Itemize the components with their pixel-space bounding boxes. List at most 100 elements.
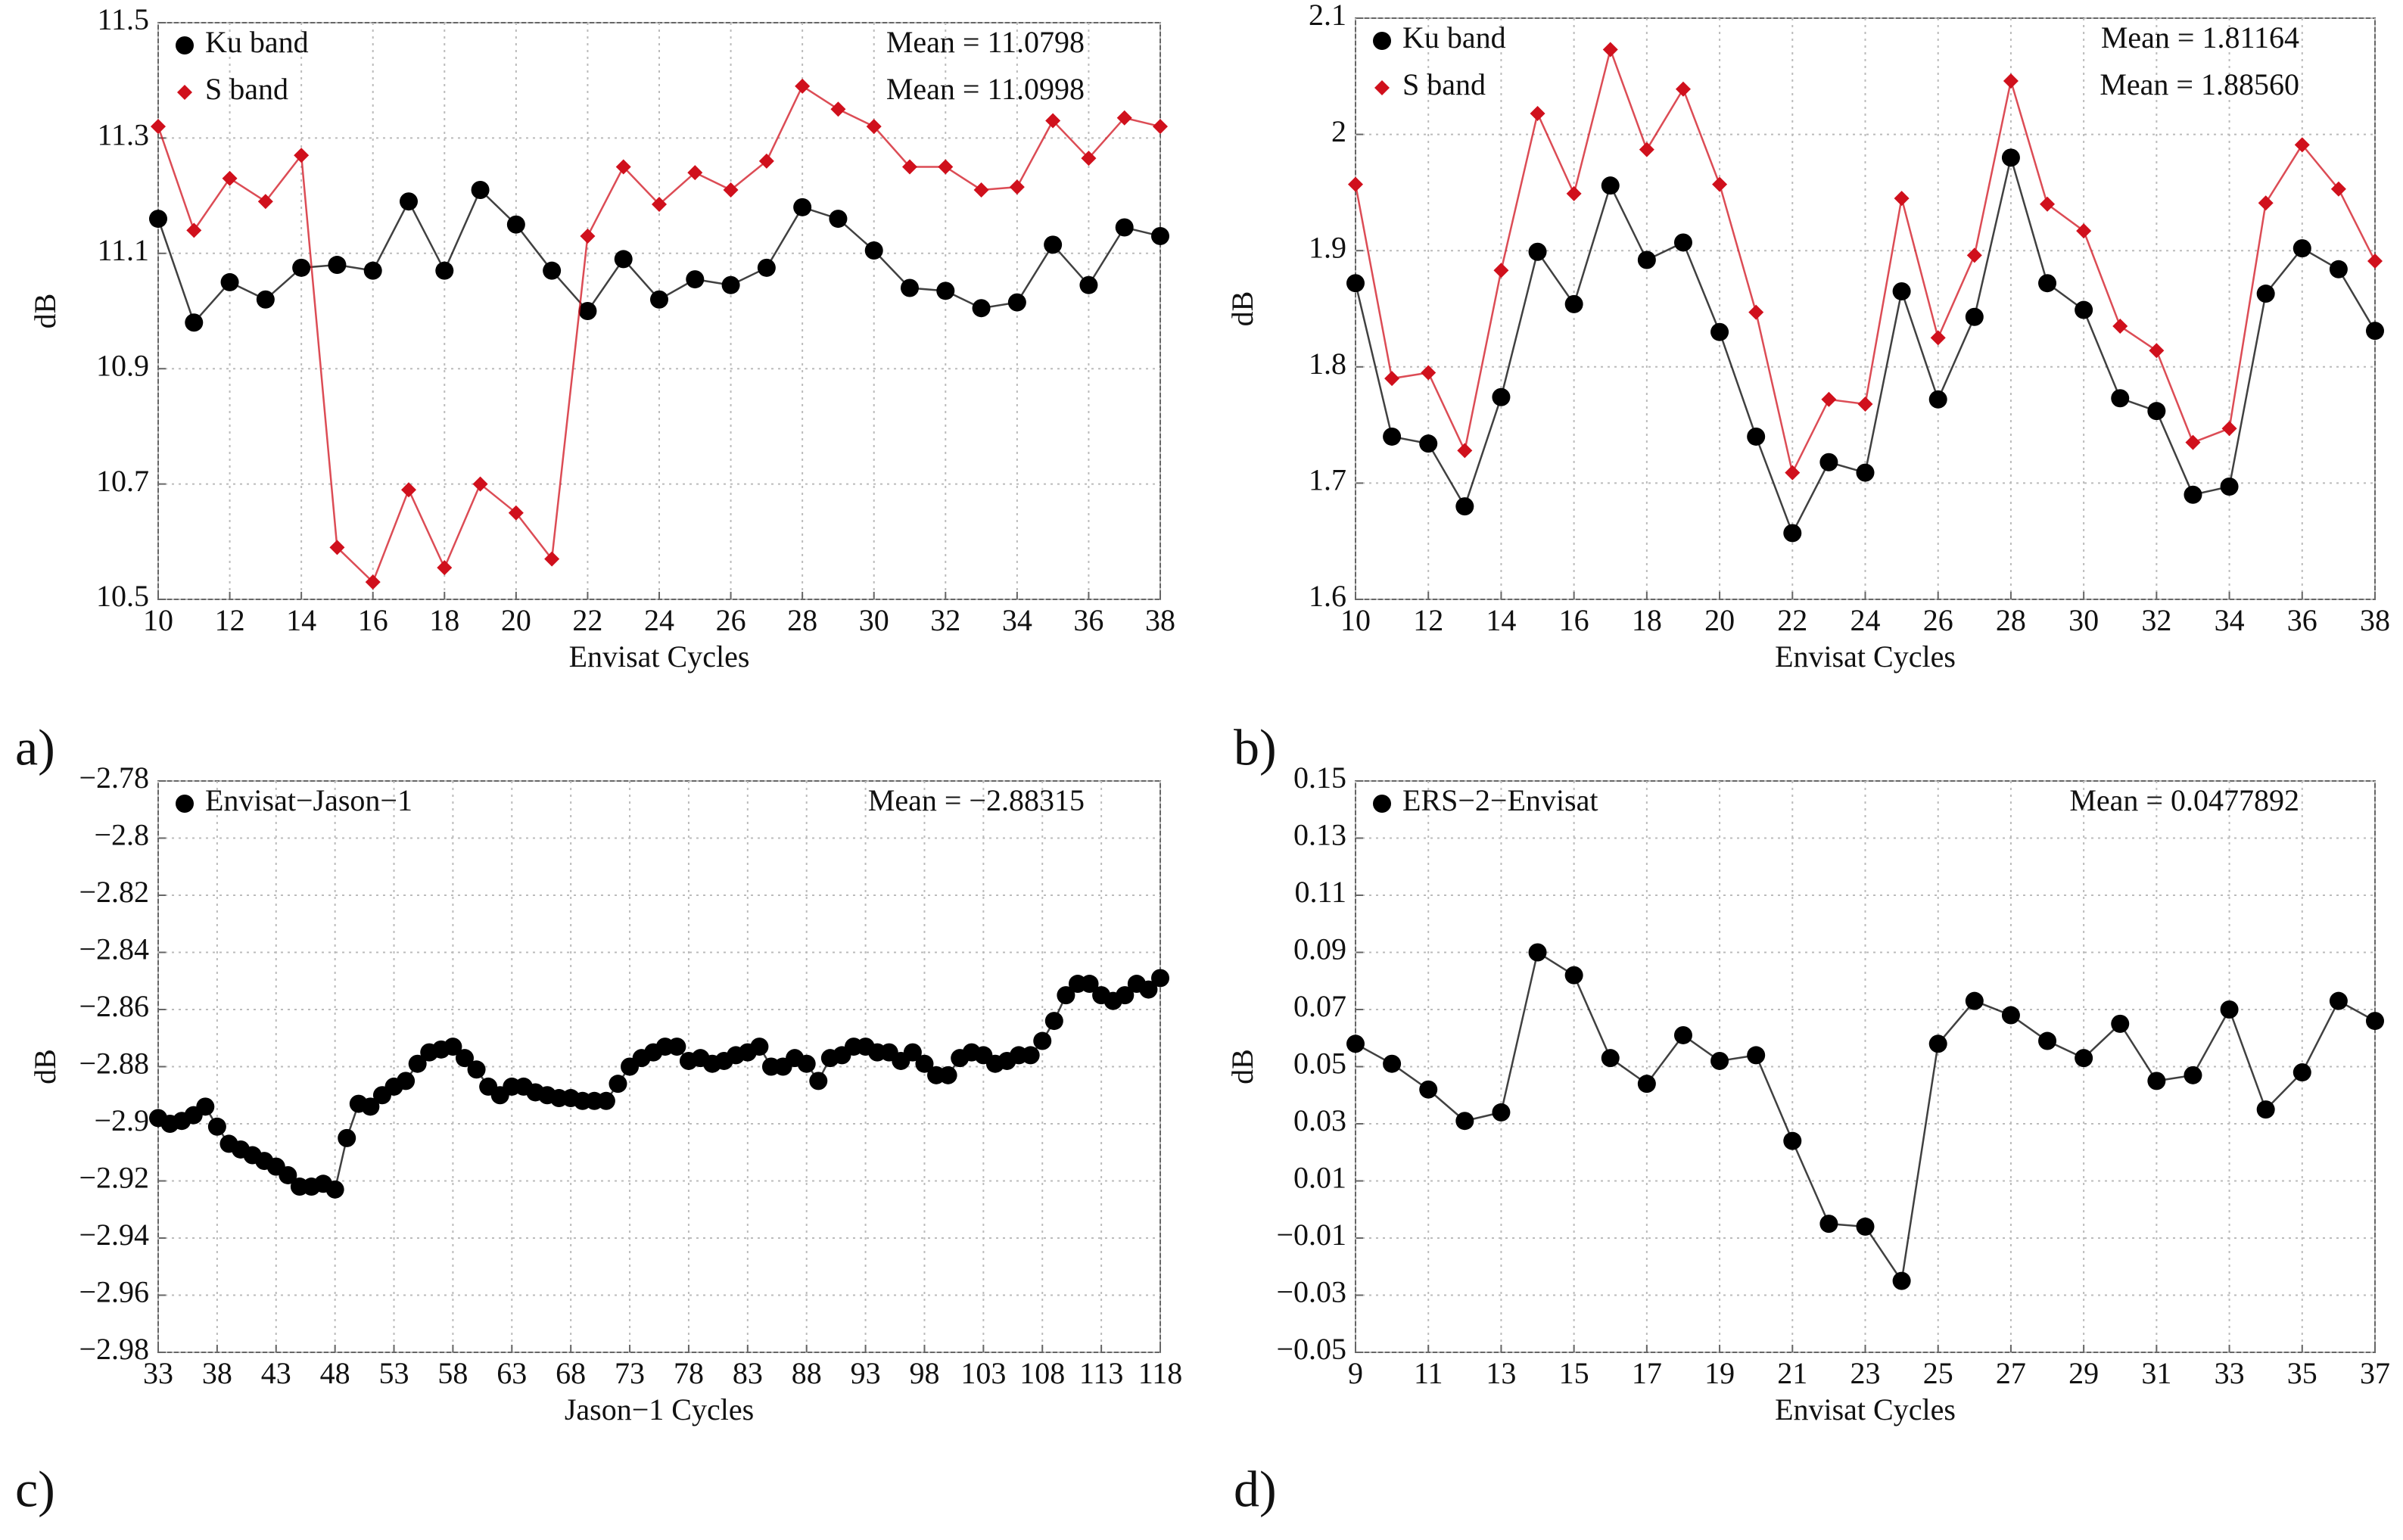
x-tick-label: 27 <box>1996 1356 2026 1390</box>
x-tick-label: 11 <box>1414 1356 1443 1390</box>
x-tick-label: 38 <box>202 1356 232 1390</box>
marker-circle <box>1564 294 1583 313</box>
marker-diamond <box>2149 343 2165 359</box>
legend-marker <box>176 795 194 813</box>
y-axis-label: dB <box>1225 291 1259 327</box>
x-tick-label: 15 <box>1559 1356 1589 1390</box>
x-tick-label: 22 <box>1777 603 1807 637</box>
y-tick-label: 10.9 <box>96 348 149 382</box>
x-tick-label: 23 <box>1850 1356 1881 1390</box>
marker-circle <box>797 1054 816 1073</box>
marker-circle <box>1079 275 1098 294</box>
marker-circle <box>1710 322 1729 341</box>
marker-diamond <box>2112 319 2128 334</box>
marker-circle <box>1601 176 1620 195</box>
panel-label: b) <box>1234 719 1277 776</box>
marker-circle <box>1492 387 1511 406</box>
marker-circle <box>207 1117 226 1136</box>
marker-diamond <box>1966 247 1982 263</box>
marker-circle <box>578 302 597 320</box>
marker-diamond <box>1493 263 1509 278</box>
y-tick-label: −2.8 <box>94 818 149 852</box>
marker-circle <box>400 192 418 211</box>
marker-diamond <box>652 197 667 213</box>
x-tick-label: 28 <box>787 603 817 637</box>
marker-diamond <box>1421 365 1437 381</box>
marker-diamond <box>1348 176 1363 192</box>
marker-circle <box>1637 1075 1656 1094</box>
marker-circle <box>2184 1066 2202 1084</box>
marker-circle <box>2001 1006 2020 1025</box>
marker-diamond <box>1639 142 1654 157</box>
y-tick-label: 2.1 <box>1309 0 1346 32</box>
x-tick-label: 24 <box>644 603 674 637</box>
marker-circle <box>614 250 633 269</box>
marker-circle <box>435 261 454 280</box>
marker-circle <box>220 272 239 291</box>
marker-circle <box>397 1072 416 1090</box>
marker-circle <box>829 210 848 229</box>
marker-diamond <box>830 101 846 117</box>
y-tick-label: 0.05 <box>1293 1047 1346 1081</box>
x-tick-label: 26 <box>1923 603 1953 637</box>
x-tick-label: 30 <box>2068 603 2099 637</box>
legend-marker <box>177 85 192 100</box>
marker-diamond <box>2258 195 2274 211</box>
x-tick-label: 26 <box>716 603 746 637</box>
x-tick-label: 29 <box>2068 1356 2099 1390</box>
marker-diamond <box>1857 396 1873 412</box>
panel-label: c) <box>15 1461 55 1518</box>
marker-circle <box>936 282 955 300</box>
x-tick-label: 16 <box>358 603 388 637</box>
x-tick-label: 68 <box>556 1356 586 1390</box>
marker-circle <box>1965 307 1984 326</box>
x-tick-label: 18 <box>1632 603 1662 637</box>
marker-circle <box>650 290 668 309</box>
plot-area <box>1355 780 2376 1353</box>
marker-circle <box>2366 1012 2384 1031</box>
marker-circle <box>2292 1063 2311 1082</box>
y-tick-label: 11.5 <box>97 2 149 36</box>
marker-circle <box>1151 226 1169 245</box>
marker-circle <box>2147 1072 2166 1090</box>
marker-circle <box>1419 434 1438 453</box>
marker-diamond <box>1045 113 1061 129</box>
marker-diamond <box>2185 434 2201 450</box>
x-tick-label: 38 <box>2360 603 2390 637</box>
y-tick-label: 2 <box>1331 114 1346 148</box>
marker-circle <box>2147 402 2166 421</box>
annotation: Mean = 1.81164 <box>2101 20 2299 54</box>
marker-circle <box>596 1091 615 1110</box>
y-tick-label: −2.94 <box>79 1218 149 1252</box>
marker-circle <box>686 270 705 289</box>
marker-diamond <box>2294 137 2310 153</box>
marker-circle <box>1346 1034 1365 1053</box>
legend-marker <box>1373 32 1391 50</box>
x-tick-label: 98 <box>909 1356 939 1390</box>
marker-circle <box>1151 969 1169 988</box>
y-tick-label: 0.13 <box>1293 818 1346 852</box>
marker-diamond <box>758 153 774 169</box>
marker-diamond <box>2040 196 2056 212</box>
marker-diamond <box>508 505 524 521</box>
x-tick-label: 36 <box>1073 603 1103 637</box>
marker-circle <box>338 1128 356 1147</box>
x-axis-label: Jason−1 Cycles <box>565 1392 754 1426</box>
marker-circle <box>467 1060 486 1079</box>
annotation: Mean = 0.0477892 <box>2069 783 2299 817</box>
marker-diamond <box>365 574 381 590</box>
x-tick-label: 14 <box>286 603 316 637</box>
marker-circle <box>361 1097 380 1116</box>
y-tick-label: −2.98 <box>79 1332 149 1366</box>
plot-area <box>1355 17 2376 600</box>
panel-label: d) <box>1234 1461 1277 1518</box>
x-tick-label: 22 <box>572 603 602 637</box>
x-tick-label: 118 <box>1138 1356 1183 1390</box>
marker-diamond <box>437 560 453 576</box>
x-tick-label: 13 <box>1486 1356 1516 1390</box>
x-axis-label: Envisat Cycles <box>1775 639 1956 674</box>
legend-label: S band <box>1402 67 1486 101</box>
marker-circle <box>196 1097 215 1116</box>
legend-label: Envisat−Jason−1 <box>205 783 412 817</box>
